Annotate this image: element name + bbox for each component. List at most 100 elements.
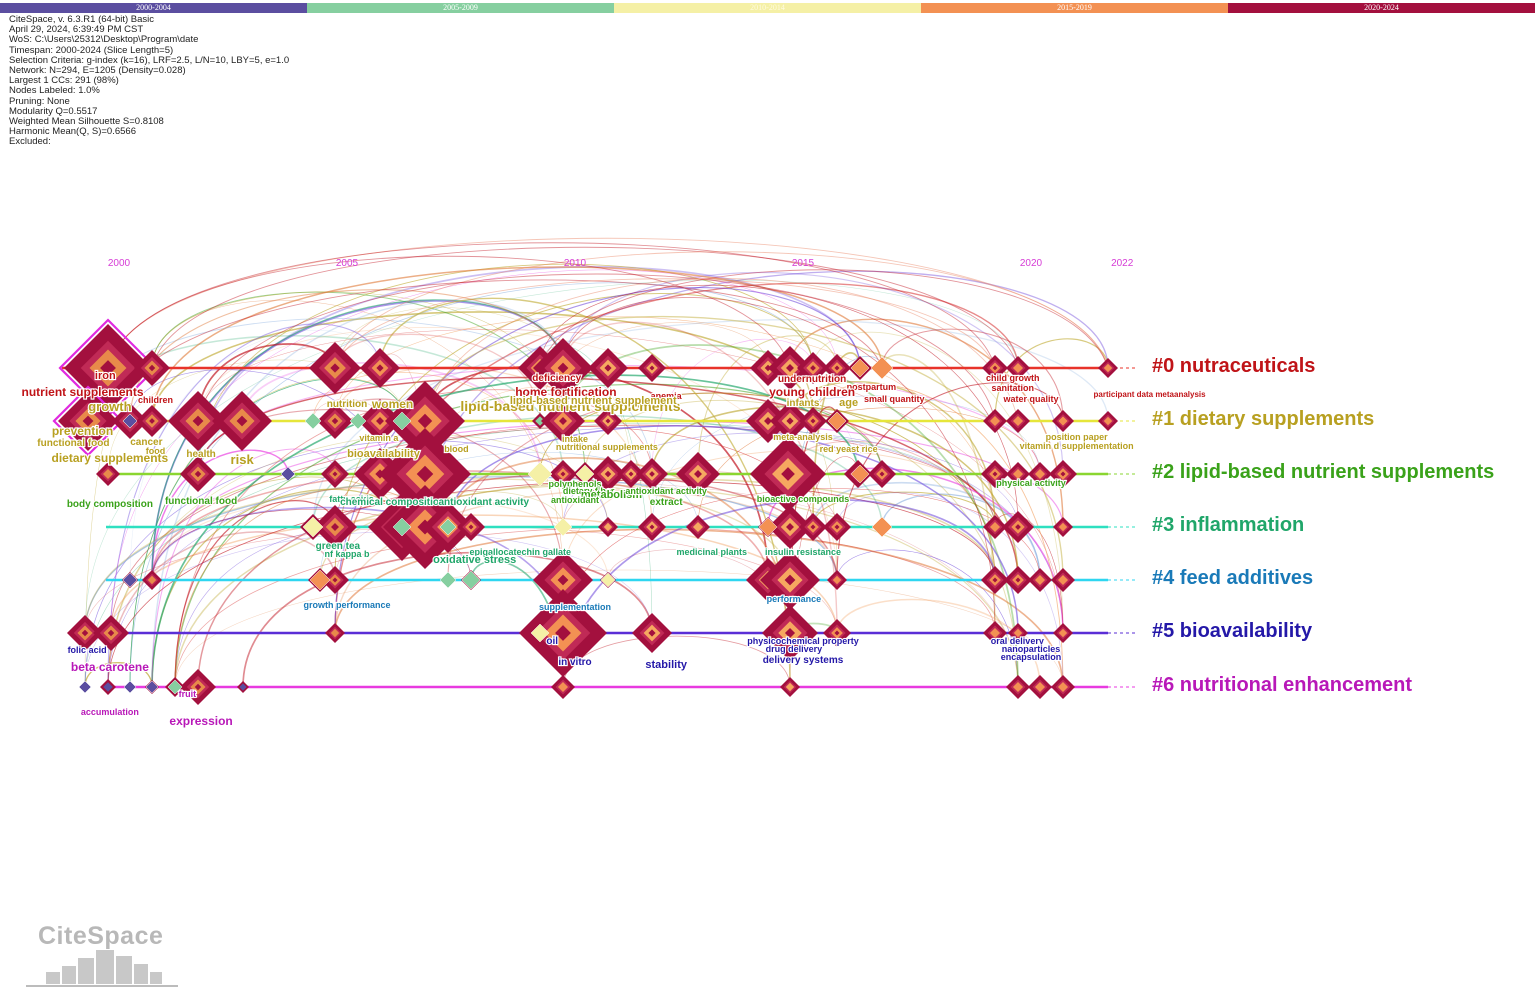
keyword-node[interactable]: [78, 680, 92, 694]
keyword-node[interactable]: [332, 471, 338, 477]
keyword-node[interactable]: [439, 518, 457, 536]
keyword-node[interactable]: [557, 681, 569, 693]
keyword-node[interactable]: [439, 571, 457, 589]
keyword-node[interactable]: [527, 461, 553, 487]
keyword-node[interactable]: [850, 464, 870, 484]
keyword-node[interactable]: [1012, 415, 1024, 427]
keyword-node[interactable]: [331, 417, 339, 425]
keyword-node[interactable]: [603, 522, 613, 532]
keyword-node[interactable]: [560, 471, 566, 477]
keyword-node[interactable]: [810, 418, 816, 424]
keyword-node[interactable]: [553, 517, 573, 537]
keyword-node[interactable]: [649, 471, 655, 477]
keyword-node[interactable]: [1012, 681, 1024, 693]
keyword-node[interactable]: [1103, 363, 1113, 373]
cluster-label[interactable]: #0 nutraceuticals: [1152, 355, 1316, 377]
keyword-node[interactable]: [1057, 681, 1069, 693]
cluster-label[interactable]: #1 dietary supplements: [1152, 408, 1375, 430]
keyword-node[interactable]: [786, 417, 794, 425]
keyword-node[interactable]: [786, 523, 794, 531]
keyword-node[interactable]: [392, 411, 412, 431]
cluster-label[interactable]: #4 feed additives: [1152, 567, 1314, 589]
keyword-node[interactable]: [100, 360, 116, 376]
keyword-node[interactable]: [649, 365, 655, 371]
keyword-node[interactable]: [468, 524, 474, 530]
keyword-node[interactable]: [827, 411, 847, 431]
keyword-node[interactable]: [989, 627, 1001, 639]
keyword-node[interactable]: [694, 470, 702, 478]
keyword-node[interactable]: [604, 364, 612, 372]
keyword-node[interactable]: [1013, 628, 1023, 638]
keyword-node[interactable]: [416, 465, 434, 483]
keyword-node[interactable]: [236, 415, 248, 427]
keyword-node[interactable]: [535, 416, 545, 426]
keyword-node[interactable]: [417, 413, 433, 429]
keyword-node[interactable]: [107, 629, 115, 637]
keyword-node[interactable]: [784, 627, 796, 639]
keyword-node[interactable]: [332, 577, 338, 583]
keyword-node[interactable]: [649, 524, 655, 530]
keyword-node[interactable]: [810, 524, 816, 530]
keyword-node[interactable]: [123, 680, 137, 694]
keyword-node[interactable]: [149, 418, 155, 424]
keyword-node[interactable]: [102, 468, 114, 480]
keyword-node[interactable]: [192, 415, 204, 427]
cluster-label[interactable]: #6 nutritional enhancement: [1152, 674, 1413, 696]
keyword-node[interactable]: [147, 575, 157, 585]
keyword-node[interactable]: [559, 417, 567, 425]
keyword-node[interactable]: [330, 628, 340, 638]
keyword-node[interactable]: [122, 572, 138, 588]
cluster-label[interactable]: #3 inflammation: [1152, 514, 1305, 536]
keyword-node[interactable]: [989, 415, 1001, 427]
keyword-node[interactable]: [1012, 468, 1024, 480]
keyword-node[interactable]: [810, 365, 816, 371]
keyword-node[interactable]: [280, 466, 296, 482]
keyword-node[interactable]: [82, 415, 94, 427]
keyword-node[interactable]: [1058, 416, 1068, 426]
keyword-node[interactable]: [879, 471, 885, 477]
keyword-node[interactable]: [330, 363, 340, 373]
keyword-node[interactable]: [758, 517, 778, 537]
keyword-node[interactable]: [376, 364, 384, 372]
keyword-node[interactable]: [302, 516, 324, 538]
keyword-node[interactable]: [167, 679, 183, 695]
keyword-node[interactable]: [376, 417, 384, 425]
keyword-node[interactable]: [122, 413, 138, 429]
keyword-node[interactable]: [870, 356, 894, 380]
keyword-node[interactable]: [1015, 577, 1021, 583]
keyword-node[interactable]: [992, 471, 998, 477]
keyword-node[interactable]: [628, 471, 634, 477]
keyword-node[interactable]: [148, 364, 156, 372]
keyword-node[interactable]: [461, 570, 481, 590]
keyword-node[interactable]: [349, 412, 367, 430]
keyword-node[interactable]: [600, 572, 616, 588]
keyword-node[interactable]: [530, 623, 550, 643]
keyword-node[interactable]: [784, 574, 796, 586]
keyword-node[interactable]: [194, 683, 202, 691]
keyword-node[interactable]: [145, 680, 159, 694]
keyword-node[interactable]: [304, 412, 322, 430]
keyword-node[interactable]: [992, 365, 998, 371]
keyword-node[interactable]: [309, 569, 331, 591]
keyword-node[interactable]: [1012, 362, 1024, 374]
keyword-node[interactable]: [834, 365, 840, 371]
keyword-node[interactable]: [575, 464, 595, 484]
keyword-node[interactable]: [604, 470, 612, 478]
keyword-node[interactable]: [1015, 524, 1021, 530]
keyword-node[interactable]: [52, 385, 124, 457]
keyword-node[interactable]: [557, 574, 569, 586]
keyword-node[interactable]: [692, 521, 704, 533]
keyword-node[interactable]: [81, 629, 89, 637]
keyword-node[interactable]: [555, 625, 571, 641]
keyword-node[interactable]: [331, 523, 339, 531]
cluster-label[interactable]: #5 bioavailability: [1152, 620, 1313, 642]
keyword-node[interactable]: [781, 467, 795, 481]
keyword-node[interactable]: [992, 577, 998, 583]
cluster-label[interactable]: #2 lipid-based nutrient supplements: [1152, 461, 1495, 483]
keyword-node[interactable]: [764, 417, 772, 425]
keyword-node[interactable]: [834, 524, 840, 530]
keyword-node[interactable]: [786, 364, 794, 372]
keyword-node[interactable]: [989, 521, 1001, 533]
keyword-node[interactable]: [392, 517, 412, 537]
keyword-node[interactable]: [785, 682, 795, 692]
